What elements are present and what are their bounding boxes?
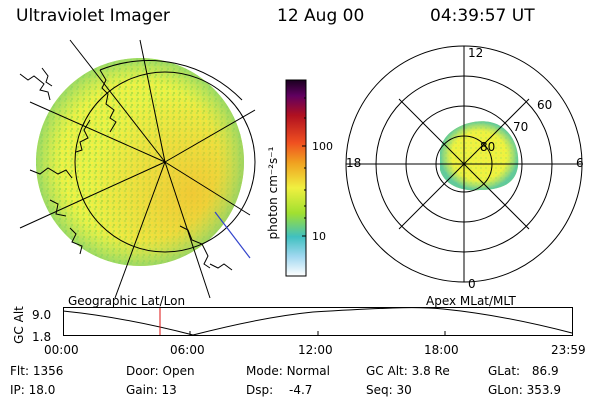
alt-xtick-0600: 06:00 bbox=[170, 343, 205, 357]
lat-label-70: 70 bbox=[513, 120, 529, 134]
mlt-label-12: 12 bbox=[468, 46, 484, 60]
gcalt-value: 3.8 Re bbox=[411, 364, 450, 378]
right-panel-label: Apex MLat/MLT bbox=[426, 294, 516, 308]
colorbar-tick-10: 10 bbox=[312, 230, 326, 243]
info-gain: Gain: 13 bbox=[126, 383, 177, 397]
dsp-value: -4.7 bbox=[288, 383, 313, 397]
alt-ytick-9: 9.0 bbox=[32, 308, 52, 322]
mode-value: Normal bbox=[286, 364, 330, 378]
info-dsp: Dsp: -4.7 bbox=[246, 383, 313, 397]
alt-xtick-2359: 23:59 bbox=[551, 343, 586, 357]
polar-mlat-mlt-plot bbox=[345, 45, 583, 283]
mlt-label-18: 18 bbox=[346, 156, 362, 170]
lat-lon-grid bbox=[19, 39, 256, 299]
alt-xtick-1200: 12:00 bbox=[298, 343, 333, 357]
colorbar-tick-100: 100 bbox=[312, 140, 333, 153]
coastlines bbox=[19, 67, 233, 271]
geographic-image-panel bbox=[19, 39, 256, 299]
left-panel-label: Geographic Lat/Lon bbox=[68, 294, 186, 308]
info-seq: Seq: 30 bbox=[366, 383, 412, 397]
gain-value: 13 bbox=[161, 383, 177, 397]
alt-plot-ylabel: GC Alt bbox=[12, 306, 26, 344]
flt-value: 1356 bbox=[32, 364, 64, 378]
alt-xtick-1800: 18:00 bbox=[424, 343, 459, 357]
glon-value: 353.9 bbox=[526, 383, 561, 397]
colorbar-unit-label: photon cm⁻²s⁻¹ bbox=[266, 146, 280, 240]
mlt-label-6: 6 bbox=[576, 156, 584, 170]
info-door: Door: Open bbox=[126, 364, 195, 378]
observation-time: 04:39:57 UT bbox=[430, 6, 535, 26]
altitude-plot bbox=[62, 307, 573, 336]
info-glon: GLon: 353.9 bbox=[488, 383, 561, 397]
observation-date: 12 Aug 00 bbox=[277, 6, 365, 26]
colorbar bbox=[285, 79, 307, 277]
info-flt: Flt: 1356 bbox=[10, 364, 64, 378]
door-value: Open bbox=[162, 364, 195, 378]
lat-label-60: 60 bbox=[537, 98, 553, 112]
info-glat: GLat: 86.9 bbox=[488, 364, 559, 378]
alt-ytick-1-8: 1.8 bbox=[32, 330, 52, 344]
glat-value: 86.9 bbox=[531, 364, 559, 378]
alt-xtick-0000: 00:00 bbox=[44, 343, 79, 357]
ip-value: 18.0 bbox=[28, 383, 56, 397]
info-gcalt: GC Alt: 3.8 Re bbox=[366, 364, 450, 378]
info-ip: IP: 18.0 bbox=[10, 383, 56, 397]
mlt-label-0: 0 bbox=[468, 277, 476, 291]
lat-label-80: 80 bbox=[480, 140, 496, 154]
instrument-title: Ultraviolet Imager bbox=[16, 6, 170, 26]
info-mode: Mode: Normal bbox=[246, 364, 330, 378]
seq-value: 30 bbox=[396, 383, 412, 397]
terminator-line bbox=[214, 211, 251, 259]
altitude-curve bbox=[62, 307, 573, 336]
